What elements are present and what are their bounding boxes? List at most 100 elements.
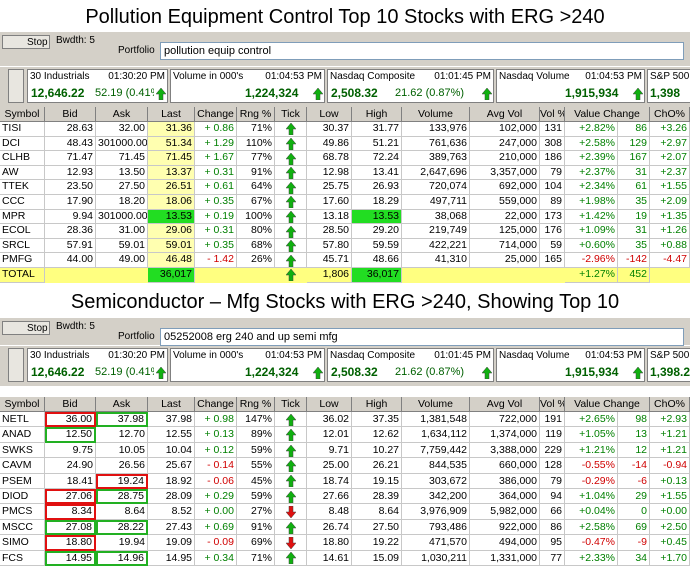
column-header[interactable]: Ask <box>96 107 148 122</box>
table-cell: 219,749 <box>402 224 470 239</box>
column-header[interactable]: Bid <box>45 397 96 412</box>
table-cell: +1.04% <box>565 489 618 505</box>
table-cell: 210,000 <box>470 151 540 166</box>
arrow-shape <box>286 269 296 282</box>
column-header[interactable]: High <box>352 397 402 412</box>
column-header[interactable]: Change <box>195 107 237 122</box>
column-header[interactable]: Tick <box>275 397 307 412</box>
arrow-shape <box>633 367 643 379</box>
table-cell: 3,388,000 <box>470 442 540 459</box>
tick-arrow <box>286 444 296 457</box>
table-cell <box>275 195 307 210</box>
scroll-left[interactable] <box>8 348 24 382</box>
table-cell: -4.47 <box>650 253 690 268</box>
table-cell: 36.00 <box>45 412 96 428</box>
portfolio-label: Portfolio <box>118 45 155 56</box>
scroll-left[interactable] <box>8 69 24 103</box>
table-cell: 79 <box>540 165 565 181</box>
tick-arrow <box>286 181 296 194</box>
table-cell: 27.50 <box>96 180 148 195</box>
table-cell: 59 <box>540 238 565 254</box>
table-cell: +2.65% <box>565 412 618 428</box>
portfolio-label: Portfolio <box>118 331 155 342</box>
column-header[interactable]: High <box>352 107 402 122</box>
table-cell: 57.91 <box>45 238 96 254</box>
table-cell: 10.04 <box>148 442 195 459</box>
table-cell: 10.05 <box>96 442 148 459</box>
table-cell: 12.98 <box>307 165 352 181</box>
column-header[interactable]: Value Change <box>565 397 650 412</box>
table-cell: 559,000 <box>470 195 540 210</box>
stop-button[interactable]: Stop <box>2 321 50 335</box>
table-cell: 98 <box>618 412 650 428</box>
column-header[interactable]: ChO% <box>650 397 690 412</box>
table-cell: 19.22 <box>352 535 402 551</box>
column-header[interactable]: Vol % <box>540 107 565 122</box>
table-cell: 19 <box>618 209 650 225</box>
arrow-shape <box>286 137 296 150</box>
column-header[interactable]: Rng % <box>237 397 275 412</box>
arrow-shape <box>286 196 296 209</box>
ticker-change: 21.62 (0.87%) <box>395 366 465 378</box>
table-cell: 186 <box>540 151 565 166</box>
column-header[interactable]: Rng % <box>237 107 275 122</box>
column-header[interactable]: Bid <box>45 107 96 122</box>
column-header[interactable]: Ask <box>96 397 148 412</box>
ticker-time: 01:01:45 PM <box>424 71 491 85</box>
column-header[interactable]: Last <box>148 397 195 412</box>
column-header[interactable]: Last <box>148 107 195 122</box>
tick-arrow <box>482 88 492 100</box>
column-header[interactable]: Avg Vol <box>470 397 540 412</box>
table-cell: 28.39 <box>352 489 402 505</box>
table-cell: 13.53 <box>148 209 195 225</box>
column-header[interactable]: Value Change <box>565 107 650 122</box>
table-cell: 12.01 <box>307 427 352 443</box>
table-cell: 86 <box>540 519 565 536</box>
table-cell: 27.66 <box>307 489 352 505</box>
column-header[interactable]: Volume <box>402 397 470 412</box>
arrow-shape <box>286 490 296 503</box>
column-header[interactable]: Tick <box>275 107 307 122</box>
portfolio-select[interactable]: 05252008 erg 240 and up semi mfg <box>160 328 684 346</box>
arrow-shape <box>286 413 296 426</box>
table-cell: PMCS <box>0 504 45 520</box>
arrow-shape <box>286 123 296 136</box>
table-cell: +2.37 <box>650 165 690 181</box>
table-cell: 71% <box>237 122 275 137</box>
table-cell: 720,074 <box>402 180 470 195</box>
column-header[interactable]: Volume <box>402 107 470 122</box>
table-cell: -0.47% <box>565 535 618 551</box>
table-cell <box>275 412 307 428</box>
table-cell: 41,310 <box>402 253 470 268</box>
table-cell: 57.80 <box>307 238 352 254</box>
stop-button[interactable]: Stop <box>2 35 50 49</box>
ticker-time: 01:04:53 PM <box>255 71 322 85</box>
portfolio-select[interactable]: pollution equip control <box>160 42 684 60</box>
arrow-shape <box>286 152 296 165</box>
table-cell: 19.09 <box>148 535 195 551</box>
table-cell <box>275 165 307 181</box>
table-cell: 119 <box>540 427 565 443</box>
table-cell: +0.00 <box>650 504 690 520</box>
ticker-name: Volume in 000's <box>173 350 244 361</box>
column-header[interactable]: Avg Vol <box>470 107 540 122</box>
arrow-shape <box>286 167 296 180</box>
column-header[interactable]: Low <box>307 397 352 412</box>
table-cell: +2.37% <box>565 165 618 181</box>
column-header[interactable]: Symbol <box>0 107 45 122</box>
column-header[interactable]: Change <box>195 397 237 412</box>
table-cell: 301000.00 <box>96 209 148 225</box>
ticker-name: 30 Industrials <box>30 350 90 361</box>
table-cell: 29.06 <box>148 224 195 239</box>
total-cell: 36,017 <box>148 268 195 283</box>
table-cell: - 0.14 <box>195 458 237 474</box>
tick-arrow <box>286 269 296 282</box>
column-header[interactable]: ChO% <box>650 107 690 122</box>
column-header[interactable]: Vol % <box>540 397 565 412</box>
table-cell <box>275 442 307 459</box>
table-cell: +1.55 <box>650 489 690 505</box>
column-header[interactable]: Symbol <box>0 397 45 412</box>
table-cell: 497,711 <box>402 195 470 210</box>
ticker-value: 12,646.22 <box>31 86 85 100</box>
column-header[interactable]: Low <box>307 107 352 122</box>
